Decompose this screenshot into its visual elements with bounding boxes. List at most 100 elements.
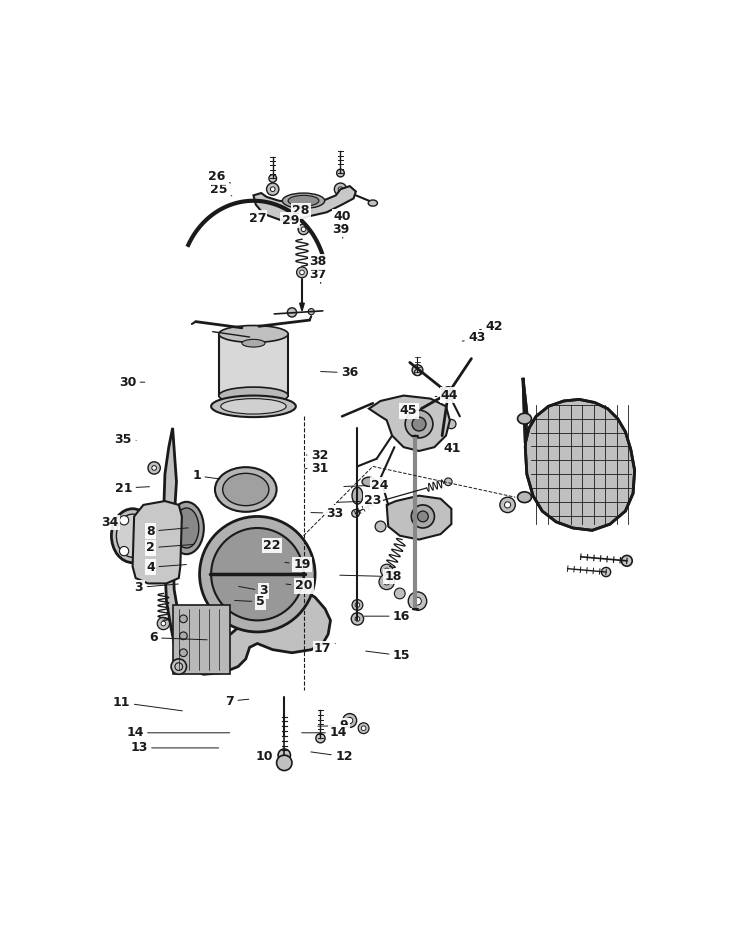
Text: 27: 27 <box>248 211 266 224</box>
Ellipse shape <box>170 502 204 554</box>
Polygon shape <box>300 303 304 310</box>
Text: 14: 14 <box>302 726 347 740</box>
Text: 37: 37 <box>309 267 327 283</box>
Text: 41: 41 <box>440 442 460 455</box>
Text: 33: 33 <box>311 507 344 520</box>
Text: 6: 6 <box>149 631 207 644</box>
Circle shape <box>337 169 344 177</box>
Ellipse shape <box>362 477 376 486</box>
Text: 25: 25 <box>210 182 232 196</box>
Polygon shape <box>523 378 634 530</box>
Text: 38: 38 <box>309 255 326 270</box>
Polygon shape <box>164 428 331 674</box>
Text: 7: 7 <box>225 695 249 708</box>
Text: 34: 34 <box>101 516 118 529</box>
Circle shape <box>148 462 160 474</box>
Circle shape <box>505 502 511 508</box>
Circle shape <box>158 617 170 629</box>
Text: 35: 35 <box>115 433 136 446</box>
Text: 32: 32 <box>306 449 328 462</box>
Circle shape <box>316 734 325 742</box>
Circle shape <box>412 417 426 431</box>
Polygon shape <box>387 496 452 539</box>
Text: 43: 43 <box>462 331 485 344</box>
Text: 20: 20 <box>286 580 312 593</box>
Circle shape <box>277 755 292 770</box>
Circle shape <box>384 568 389 572</box>
Text: 18: 18 <box>340 570 402 583</box>
Circle shape <box>405 410 433 438</box>
Circle shape <box>226 330 234 338</box>
Circle shape <box>119 516 129 525</box>
Circle shape <box>278 749 290 761</box>
Text: 44: 44 <box>435 389 458 402</box>
Circle shape <box>300 270 304 275</box>
Ellipse shape <box>368 200 377 206</box>
Text: 8: 8 <box>146 525 188 538</box>
Circle shape <box>271 187 275 192</box>
Circle shape <box>268 175 277 182</box>
Circle shape <box>375 521 386 532</box>
Circle shape <box>418 511 428 522</box>
Text: 31: 31 <box>305 462 328 475</box>
Circle shape <box>179 632 188 640</box>
Text: 30: 30 <box>118 376 145 389</box>
Circle shape <box>362 726 366 730</box>
Circle shape <box>500 497 515 512</box>
Bar <box>219 334 288 396</box>
Ellipse shape <box>288 195 319 206</box>
Circle shape <box>352 510 359 517</box>
Circle shape <box>334 183 346 195</box>
Ellipse shape <box>282 193 325 209</box>
Circle shape <box>308 309 314 315</box>
Circle shape <box>408 592 427 611</box>
Text: 16: 16 <box>364 610 410 623</box>
Text: 22: 22 <box>263 539 280 552</box>
Text: 45: 45 <box>400 405 418 418</box>
Circle shape <box>602 568 610 577</box>
Circle shape <box>622 555 632 567</box>
Ellipse shape <box>242 339 265 347</box>
Text: 21: 21 <box>115 482 149 495</box>
Ellipse shape <box>116 514 148 557</box>
Text: 4: 4 <box>146 561 187 574</box>
Circle shape <box>287 308 296 317</box>
Bar <box>172 605 230 674</box>
Circle shape <box>266 183 279 195</box>
Text: 42: 42 <box>479 321 502 333</box>
Circle shape <box>200 516 315 632</box>
Text: 39: 39 <box>332 223 350 238</box>
Text: 2: 2 <box>146 541 194 554</box>
Circle shape <box>394 588 405 598</box>
Text: 40: 40 <box>334 210 351 225</box>
Circle shape <box>445 478 452 485</box>
Text: 15: 15 <box>366 649 410 662</box>
Polygon shape <box>369 396 450 451</box>
Circle shape <box>379 574 394 590</box>
Text: 3: 3 <box>135 581 178 594</box>
Text: 14: 14 <box>126 726 230 740</box>
Circle shape <box>161 621 166 626</box>
Ellipse shape <box>223 473 268 506</box>
Ellipse shape <box>352 487 363 504</box>
Text: 3: 3 <box>238 584 268 597</box>
Circle shape <box>414 597 422 605</box>
Circle shape <box>152 466 157 470</box>
Circle shape <box>355 603 360 608</box>
Ellipse shape <box>215 468 277 511</box>
Circle shape <box>411 505 434 528</box>
Ellipse shape <box>219 325 288 342</box>
Circle shape <box>211 528 304 621</box>
Text: 24: 24 <box>344 479 388 492</box>
Text: 5: 5 <box>235 596 265 609</box>
Circle shape <box>136 547 144 555</box>
Text: 26: 26 <box>209 170 230 183</box>
Ellipse shape <box>220 398 286 414</box>
Text: 1: 1 <box>192 469 220 482</box>
Ellipse shape <box>211 396 296 417</box>
Circle shape <box>179 649 188 656</box>
Circle shape <box>442 387 454 399</box>
Text: 36: 36 <box>321 367 358 380</box>
Circle shape <box>352 599 363 611</box>
Circle shape <box>179 615 188 623</box>
